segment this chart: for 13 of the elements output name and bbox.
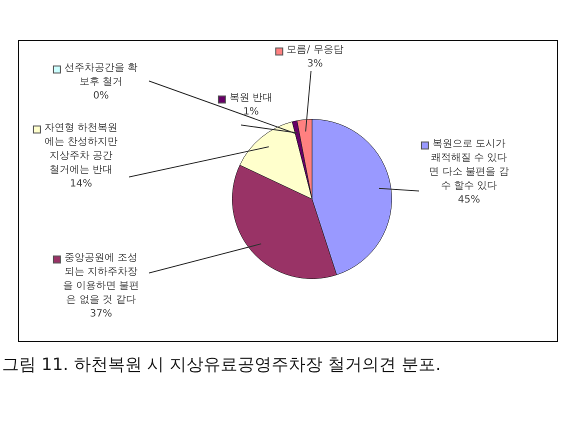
data-label: 1% — [243, 106, 259, 118]
legend-label: 자연형 하천복원에는 찬성하지만 지상주차 공간 철거에는 반대 — [44, 122, 118, 176]
data-label: 3% — [307, 58, 323, 70]
caption: 그림 11. 하천복원 시 지상유료공영주차장 철거의견 분포. — [1, 354, 442, 377]
text: 0% — [93, 90, 109, 102]
data-label: 37% — [90, 308, 112, 320]
legend-label: 복원으로 도시가 쾌적해질 수 있다면 다소 불편을 감수 할수 있다 — [429, 138, 509, 192]
legend-label: 선주차공간을 확보후 철거 — [64, 62, 138, 88]
legend-label: 복원 반대 — [229, 92, 273, 104]
legend-label: 모름/ 무응답 — [286, 44, 344, 56]
legend-label: 중앙공원에 조성되는 지하주차장을 이용하면 불편은 없을 것 같다 — [62, 252, 140, 306]
data-label: 14% — [70, 178, 92, 190]
data-label: 45% — [458, 194, 480, 206]
